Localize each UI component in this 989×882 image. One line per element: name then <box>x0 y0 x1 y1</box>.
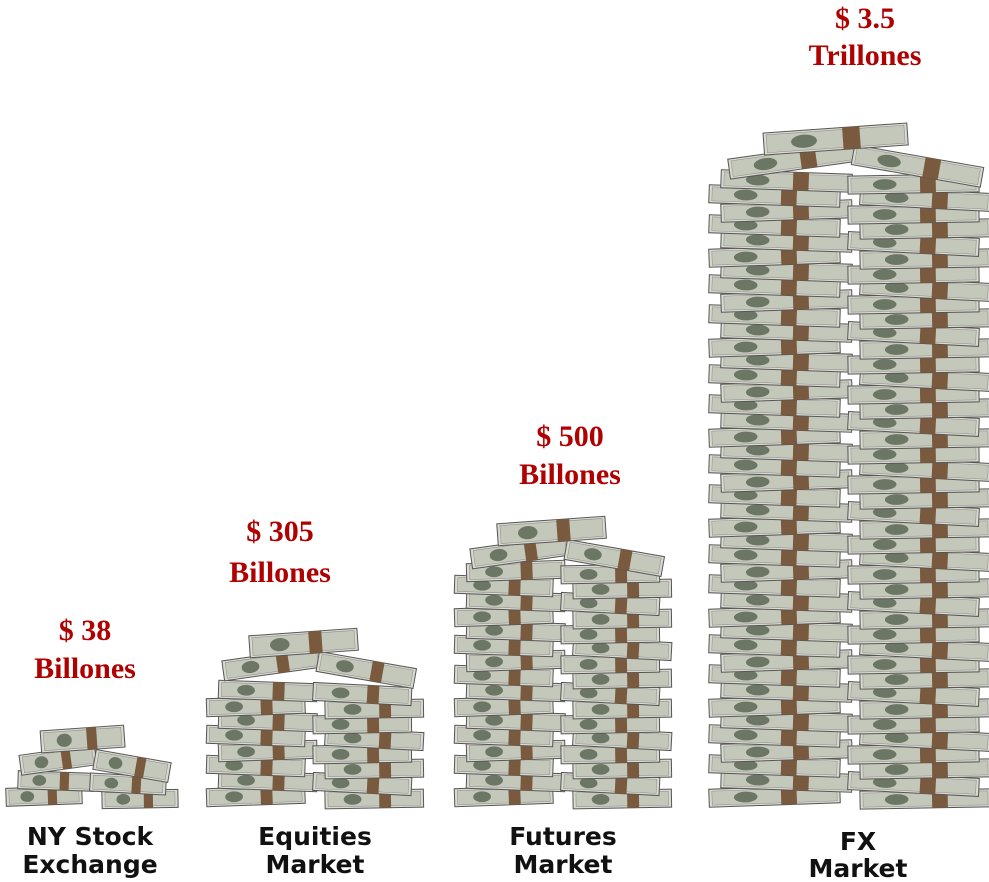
market-label: Futures <box>509 822 617 851</box>
bill-part <box>793 532 809 551</box>
bill-bundle <box>218 680 317 701</box>
market-label: NY Stock <box>27 822 155 851</box>
bill-part <box>932 550 949 569</box>
bill-part <box>367 685 380 704</box>
bill-part <box>793 712 809 731</box>
bill-part <box>520 712 532 730</box>
bill-part <box>21 773 91 789</box>
bill-part <box>932 280 949 299</box>
market-label: Market <box>809 854 908 882</box>
bill-part <box>520 622 532 640</box>
bill-part <box>932 640 949 659</box>
bill-part <box>86 727 98 750</box>
amount: $ 500 <box>536 420 604 453</box>
bill-part <box>793 622 809 641</box>
infographic: $ 38 Billones $ 305 Billones $ 500 Billo… <box>0 0 989 882</box>
market-label: FX <box>840 827 876 856</box>
bill-part <box>308 631 323 654</box>
bill-bundle <box>40 725 125 753</box>
bill-part <box>842 126 861 149</box>
amount: $ 3.5 <box>835 2 895 35</box>
bill-part <box>221 682 314 699</box>
bill-part <box>272 682 284 700</box>
bill-part <box>272 712 284 730</box>
bill-part <box>932 460 949 479</box>
bill-bundle <box>249 628 359 658</box>
bill-part <box>793 442 809 461</box>
bill-part <box>932 730 949 749</box>
bill-part <box>59 772 69 790</box>
market-label: Equities <box>258 822 372 851</box>
bill-bundle <box>497 516 607 546</box>
bill-part <box>319 654 413 686</box>
market-label: Exchange <box>22 850 157 879</box>
amount: $ 38 <box>59 614 112 647</box>
bill-part <box>793 172 809 191</box>
amount: $ 305 <box>246 515 314 548</box>
market-label: Market <box>514 850 613 879</box>
bill-part <box>793 352 809 371</box>
bill-part <box>932 370 949 389</box>
amount-unit: Trillones <box>809 39 922 72</box>
amount-unit: Billones <box>519 458 621 491</box>
money-stacks <box>6 123 989 809</box>
amount-unit: Billones <box>34 652 136 685</box>
bill-part <box>556 519 571 542</box>
amount-unit: Billones <box>229 556 331 589</box>
market-label: Market <box>266 850 365 879</box>
bill-part <box>520 561 532 579</box>
bill-part <box>793 262 809 281</box>
bill-part <box>932 190 949 209</box>
page: $ 38 Billones $ 305 Billones $ 500 Billo… <box>0 0 989 882</box>
